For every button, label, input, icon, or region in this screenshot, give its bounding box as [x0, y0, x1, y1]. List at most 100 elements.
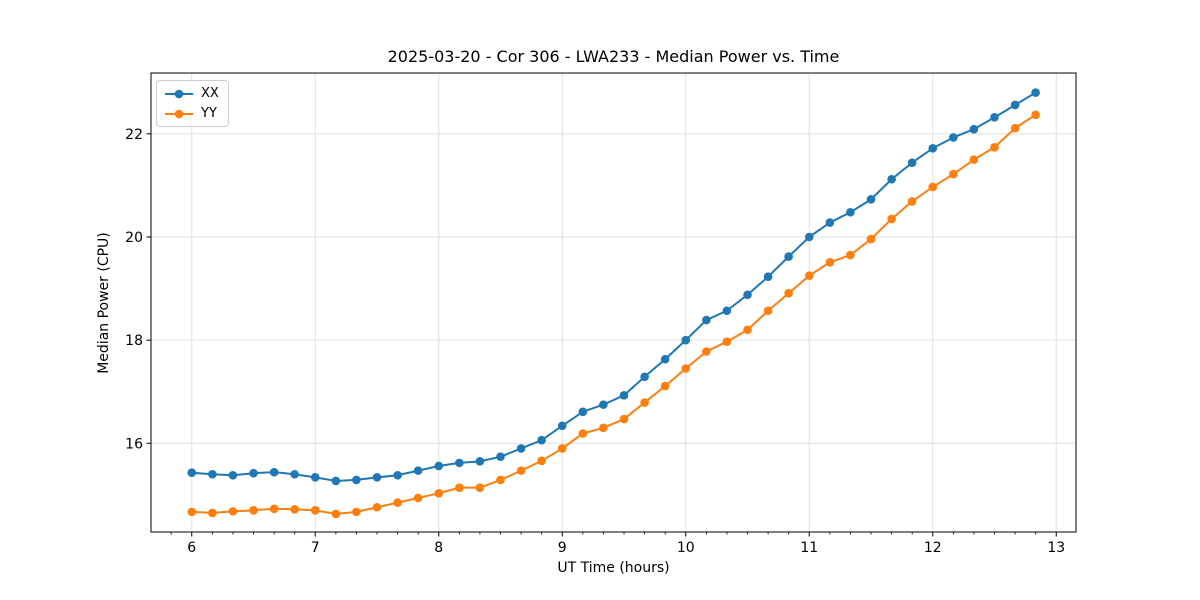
y-axis-label: Median Power (CPU): [96, 232, 112, 374]
yy-series-line: [190, 113, 1037, 515]
plot-border: [150, 72, 1077, 533]
xx-data-point: [681, 335, 691, 345]
xx-data-point: [516, 444, 526, 453]
x-tick-label: 9: [558, 540, 567, 556]
yy-data-point: [557, 444, 567, 453]
xx-data-point: [372, 473, 382, 482]
xx-data-point: [1031, 88, 1040, 97]
legend-item-xx: XX: [164, 85, 219, 102]
yy-data-point: [990, 142, 999, 152]
yy-data-point: [1010, 123, 1020, 133]
xx-data-point: [269, 467, 279, 477]
x-tick-label: 13: [1047, 540, 1065, 556]
axis-ticks: [146, 133, 1057, 537]
yy-data-point: [763, 306, 773, 316]
yy-data-point: [352, 507, 361, 517]
xx-data-point: [393, 470, 402, 480]
xx-data-point: [804, 232, 814, 242]
yy-data-point: [804, 271, 814, 280]
yy-data-point: [496, 475, 505, 485]
yy-data-point: [228, 507, 238, 516]
x-tick-label: 12: [924, 540, 942, 556]
yy-data-point: [784, 288, 793, 298]
xx-data-point: [578, 407, 588, 417]
yy-data-point: [331, 509, 341, 519]
yy-data-point: [928, 182, 938, 192]
yy-data-point: [475, 483, 485, 492]
yy-data-point: [640, 398, 649, 407]
yy-data-point: [310, 506, 320, 515]
xx-data-point: [310, 473, 320, 482]
xx-data-point: [969, 124, 979, 134]
legend: XX YY: [156, 80, 229, 127]
y-tick-label: 22: [125, 127, 143, 143]
x-axis-label: UT Time (hours): [557, 560, 670, 576]
xx-data-point: [413, 466, 423, 475]
yy-data-point: [269, 504, 279, 514]
xx-data-point: [1010, 100, 1020, 110]
yy-data-point: [249, 506, 258, 515]
yy-data-point: [907, 197, 917, 206]
xx-data-point: [619, 391, 629, 400]
xx-data-point: [825, 218, 835, 227]
x-tick-label: 11: [800, 540, 818, 556]
xx-data-point: [743, 290, 752, 300]
xx-data-point: [455, 458, 464, 468]
yy-data-point: [743, 325, 752, 335]
yy-data-point: [455, 483, 464, 492]
x-tick-label: 7: [311, 540, 320, 556]
yy-data-point: [681, 364, 691, 373]
xx-data-point: [228, 470, 238, 480]
xx-data-point: [434, 461, 444, 471]
grid-lines: [151, 73, 1076, 532]
y-tick-label: 16: [125, 436, 143, 452]
yy-data-point: [969, 155, 979, 164]
xx-data-point: [475, 457, 485, 466]
xx-data-point: [660, 354, 670, 364]
yy-data-point: [702, 347, 711, 356]
yy-series-sample-icon: [165, 109, 193, 118]
xx-data-point: [557, 421, 567, 431]
yy-data-point: [660, 381, 670, 391]
legend-item-yy: YY: [164, 105, 219, 122]
yy-data-point: [208, 508, 217, 518]
xx-data-point: [702, 315, 711, 325]
xx-data-point: [599, 400, 608, 409]
yy-data-point: [372, 502, 382, 512]
xx-data-point: [640, 372, 649, 382]
xx-data-point: [496, 452, 505, 462]
xx-series: [187, 88, 1040, 486]
yy-data-point: [722, 337, 732, 346]
yy-data-point: [599, 423, 608, 433]
xx-data-point: [949, 133, 958, 142]
tick-labels: 6 7 8 9 10 11 12 13 16 18 20 22: [125, 127, 1065, 556]
xx-data-point: [290, 469, 299, 479]
y-tick-label: 20: [125, 230, 143, 246]
xx-series-sample-icon: [165, 89, 193, 98]
xx-data-point: [208, 469, 217, 479]
xx-data-point: [331, 476, 341, 486]
yy-data-point: [393, 498, 402, 507]
yy-data-point: [825, 257, 835, 267]
xx-data-point: [763, 272, 773, 282]
xx-data-point: [537, 435, 546, 445]
yy-data-point: [434, 489, 444, 498]
yy-data-point: [887, 214, 896, 224]
yy-data-point: [537, 456, 546, 466]
yy-data-point: [949, 169, 958, 179]
xx-data-point: [866, 195, 876, 204]
yy-data-point: [516, 466, 526, 475]
y-tick-label: 18: [125, 333, 143, 349]
xx-data-point: [249, 468, 258, 478]
xx-data-point: [846, 207, 855, 217]
legend-label-xx: XX: [201, 86, 219, 101]
xx-data-point: [990, 113, 999, 122]
yy-series: [187, 110, 1040, 519]
yy-data-point: [290, 505, 299, 514]
legend-label-yy: YY: [201, 106, 217, 121]
xx-data-point: [928, 143, 938, 153]
x-tick-label: 8: [434, 540, 443, 556]
xx-data-point: [352, 475, 361, 485]
